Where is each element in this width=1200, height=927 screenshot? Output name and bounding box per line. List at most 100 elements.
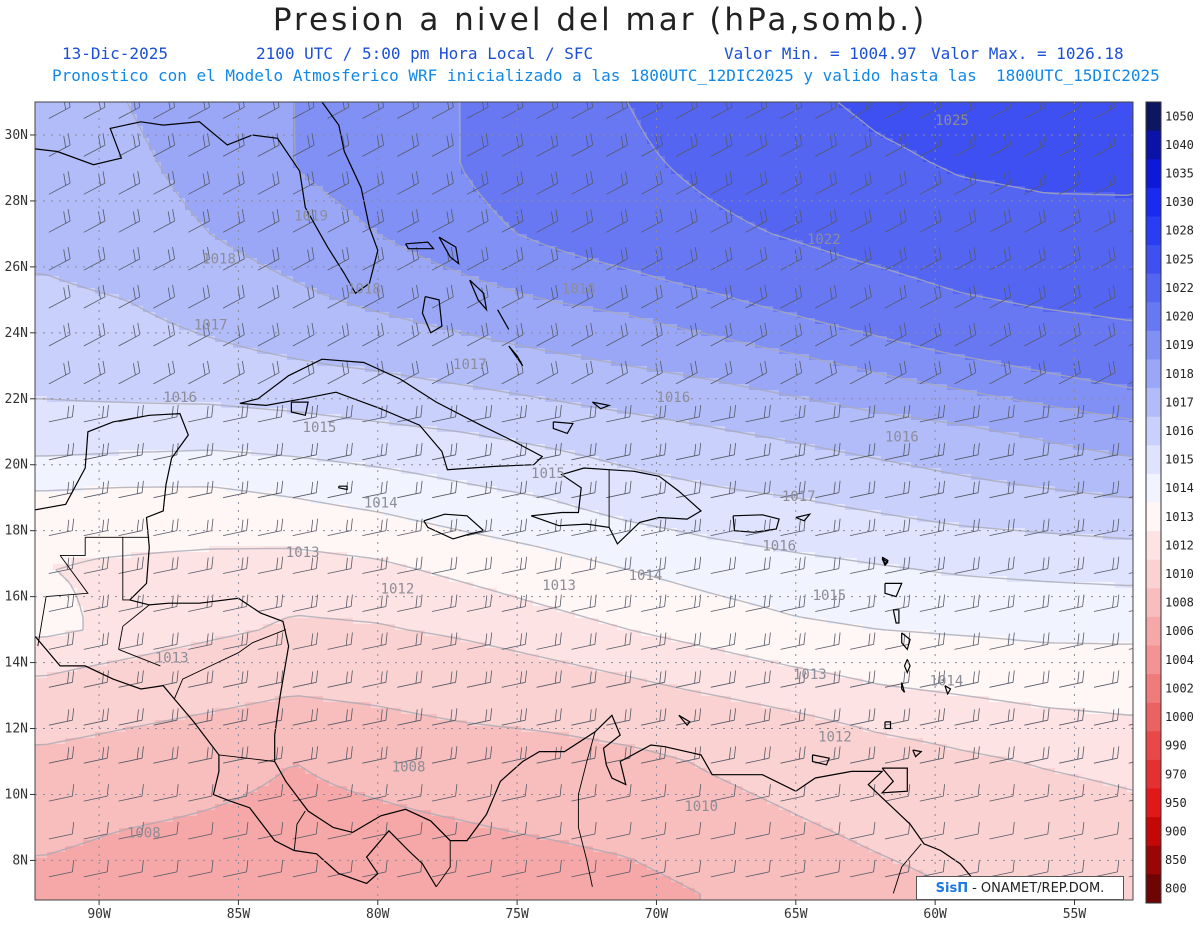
field-cell (1001, 186, 1008, 193)
field-cell (413, 252, 420, 259)
field-cell (203, 252, 210, 259)
field-cell (137, 114, 144, 121)
field-cell (257, 162, 264, 169)
field-cell (1031, 198, 1038, 205)
field-cell (413, 210, 420, 217)
field-cell (95, 156, 102, 163)
field-cell (803, 204, 810, 211)
field-cell (161, 192, 168, 199)
field-cell (83, 246, 90, 253)
field-cell (1085, 168, 1092, 175)
field-cell (1115, 246, 1122, 253)
field-cell (443, 156, 450, 163)
field-cell (95, 198, 102, 205)
field-cell (455, 126, 462, 133)
field-cell (1079, 174, 1086, 181)
field-cell (755, 192, 762, 199)
field-cell (887, 252, 894, 259)
field-cell (1073, 204, 1080, 211)
field-cell (749, 162, 756, 169)
field-cell (125, 120, 132, 127)
field-cell (515, 114, 522, 121)
field-cell (305, 192, 312, 199)
field-cell (437, 222, 444, 229)
field-cell (1037, 240, 1044, 247)
field-cell (719, 192, 726, 199)
field-cell (107, 174, 114, 181)
field-cell (191, 114, 198, 121)
field-cell (1121, 144, 1128, 151)
field-cell (749, 120, 756, 127)
field-cell (395, 168, 402, 175)
field-cell (791, 252, 798, 259)
field-cell (1121, 102, 1128, 109)
field-cell (341, 192, 348, 199)
field-cell (353, 120, 360, 127)
field-cell (593, 240, 600, 247)
field-cell (1085, 198, 1092, 205)
field-cell (239, 240, 246, 247)
field-cell (467, 102, 474, 109)
field-cell (881, 126, 888, 133)
field-cell (389, 216, 396, 223)
field-cell (455, 108, 462, 115)
field-cell (71, 198, 78, 205)
field-cell (953, 216, 960, 223)
field-cell (929, 246, 936, 253)
field-cell (1079, 156, 1086, 163)
field-cell (701, 108, 708, 115)
field-cell (989, 156, 996, 163)
field-cell (635, 108, 642, 115)
field-cell (701, 144, 708, 151)
field-cell (293, 234, 300, 241)
field-cell (893, 240, 900, 247)
field-cell (695, 234, 702, 241)
field-cell (281, 162, 288, 169)
field-cell (413, 180, 420, 187)
field-cell (605, 174, 612, 181)
field-cell (905, 168, 912, 175)
field-cell (293, 216, 300, 223)
field-cell (665, 246, 672, 253)
field-cell (809, 180, 816, 187)
field-cell (227, 120, 234, 127)
field-cell (947, 162, 954, 169)
field-cell (863, 126, 870, 133)
field-cell (335, 240, 342, 247)
field-cell (581, 198, 588, 205)
field-cell (821, 138, 828, 145)
field-cell (353, 252, 360, 259)
field-cell (767, 258, 774, 265)
field-cell (551, 174, 558, 181)
field-cell (527, 114, 534, 121)
field-cell (773, 114, 780, 121)
field-cell (761, 180, 768, 187)
field-cell (857, 216, 864, 223)
field-cell (119, 162, 126, 169)
field-cell (359, 234, 366, 241)
field-cell (215, 228, 222, 235)
field-cell (851, 240, 858, 247)
field-cell (47, 252, 54, 259)
field-cell (515, 174, 522, 181)
field-cell (755, 246, 762, 253)
field-cell (143, 252, 150, 259)
field-cell (149, 246, 156, 253)
field-cell (665, 150, 672, 157)
field-cell (737, 174, 744, 181)
field-cell (599, 162, 606, 169)
field-cell (737, 150, 744, 157)
field-cell (341, 150, 348, 157)
field-cell (509, 198, 516, 205)
field-cell (107, 228, 114, 235)
field-cell (929, 156, 936, 163)
field-cell (443, 168, 450, 175)
field-cell (1055, 228, 1062, 235)
field-cell (533, 126, 540, 133)
field-cell (611, 186, 618, 193)
field-cell (245, 240, 252, 247)
field-cell (227, 108, 234, 115)
field-cell (851, 246, 858, 253)
field-cell (1043, 252, 1050, 259)
field-cell (1061, 180, 1068, 187)
